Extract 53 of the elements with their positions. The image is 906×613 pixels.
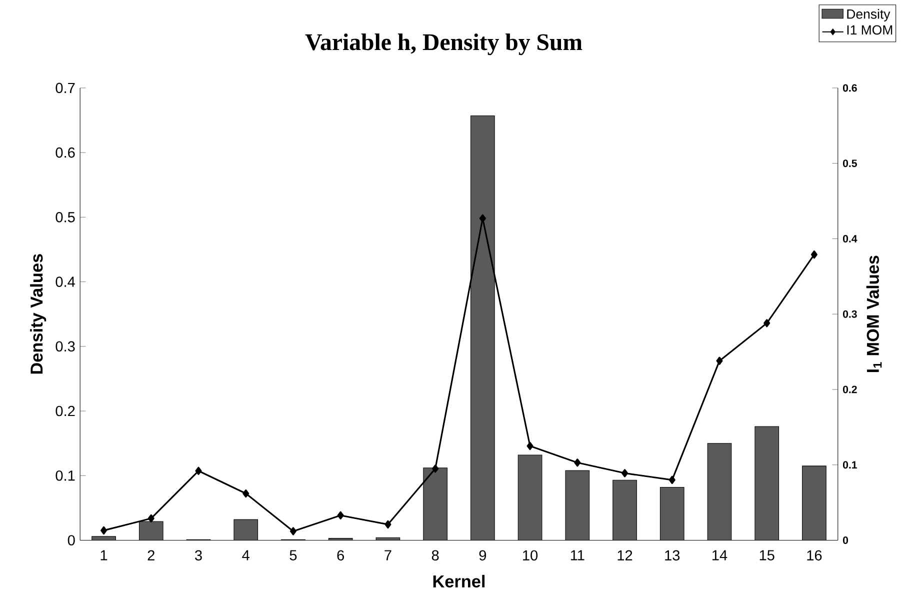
x-tick-label: 10 (523, 550, 538, 561)
point (621, 469, 628, 478)
x-axis-title: Kernel (433, 574, 485, 588)
x-tick-label: 6 (337, 550, 344, 561)
x-tick-label: 11 (570, 550, 584, 560)
legend-label: I1 MOM (847, 25, 892, 35)
y-tick-label: 0.5 (56, 212, 75, 222)
x-tick-label: 5 (290, 550, 297, 560)
point (810, 250, 818, 259)
x-tick-label: 7 (384, 550, 392, 560)
y-tick-label: 0.6 (56, 147, 75, 158)
point (716, 356, 723, 365)
x-tick-label: 13 (665, 550, 680, 561)
y2-tick-label: 0.2 (842, 386, 857, 394)
point (432, 464, 439, 473)
point (668, 476, 676, 484)
x-tick-label: 12 (618, 550, 632, 560)
x-tick-label: 9 (479, 550, 486, 561)
point (195, 466, 202, 475)
x-tick-label: 4 (242, 550, 250, 560)
y-axis-title: Density Values (30, 254, 46, 374)
y2-tick-label: 0.6 (842, 84, 857, 92)
point (100, 526, 108, 535)
point (764, 319, 770, 328)
x-tick-label: 15 (760, 550, 774, 560)
point (479, 214, 486, 222)
point (574, 458, 581, 467)
y-tick-label: 0.3 (56, 341, 75, 352)
legend-label: Density (847, 9, 890, 22)
point (337, 511, 344, 520)
x-tick-label: 16 (807, 550, 822, 561)
y-tick-label: 0.1 (56, 470, 75, 481)
y2-tick-label: 0.1 (842, 461, 857, 469)
y2-tick-label: 0.5 (842, 160, 857, 168)
y-tick-label: 0.2 (56, 406, 75, 416)
x-tick-label: 3 (195, 550, 202, 561)
x-tick-label: 1 (100, 550, 108, 560)
point (526, 442, 534, 450)
x-tick-label: 2 (148, 550, 154, 560)
point (148, 514, 154, 522)
y-tick-label: 0.4 (56, 276, 75, 287)
y-tick-label: 0 (68, 535, 75, 546)
point (290, 527, 296, 536)
chart-title: Variable h, Density by Sum (305, 33, 582, 56)
y2-tick-label: 0.4 (842, 234, 858, 242)
y-tick-label: 0.7 (56, 82, 75, 94)
y2-tick-label: 0 (842, 536, 848, 544)
y2-tick-label: 0.3 (842, 310, 857, 318)
x-tick-label: 14 (712, 550, 728, 560)
point (384, 520, 392, 529)
x-tick-label: 8 (432, 550, 439, 561)
point (242, 489, 250, 498)
y2-axis-title: I$_{1}$ MOM Values (866, 256, 882, 372)
